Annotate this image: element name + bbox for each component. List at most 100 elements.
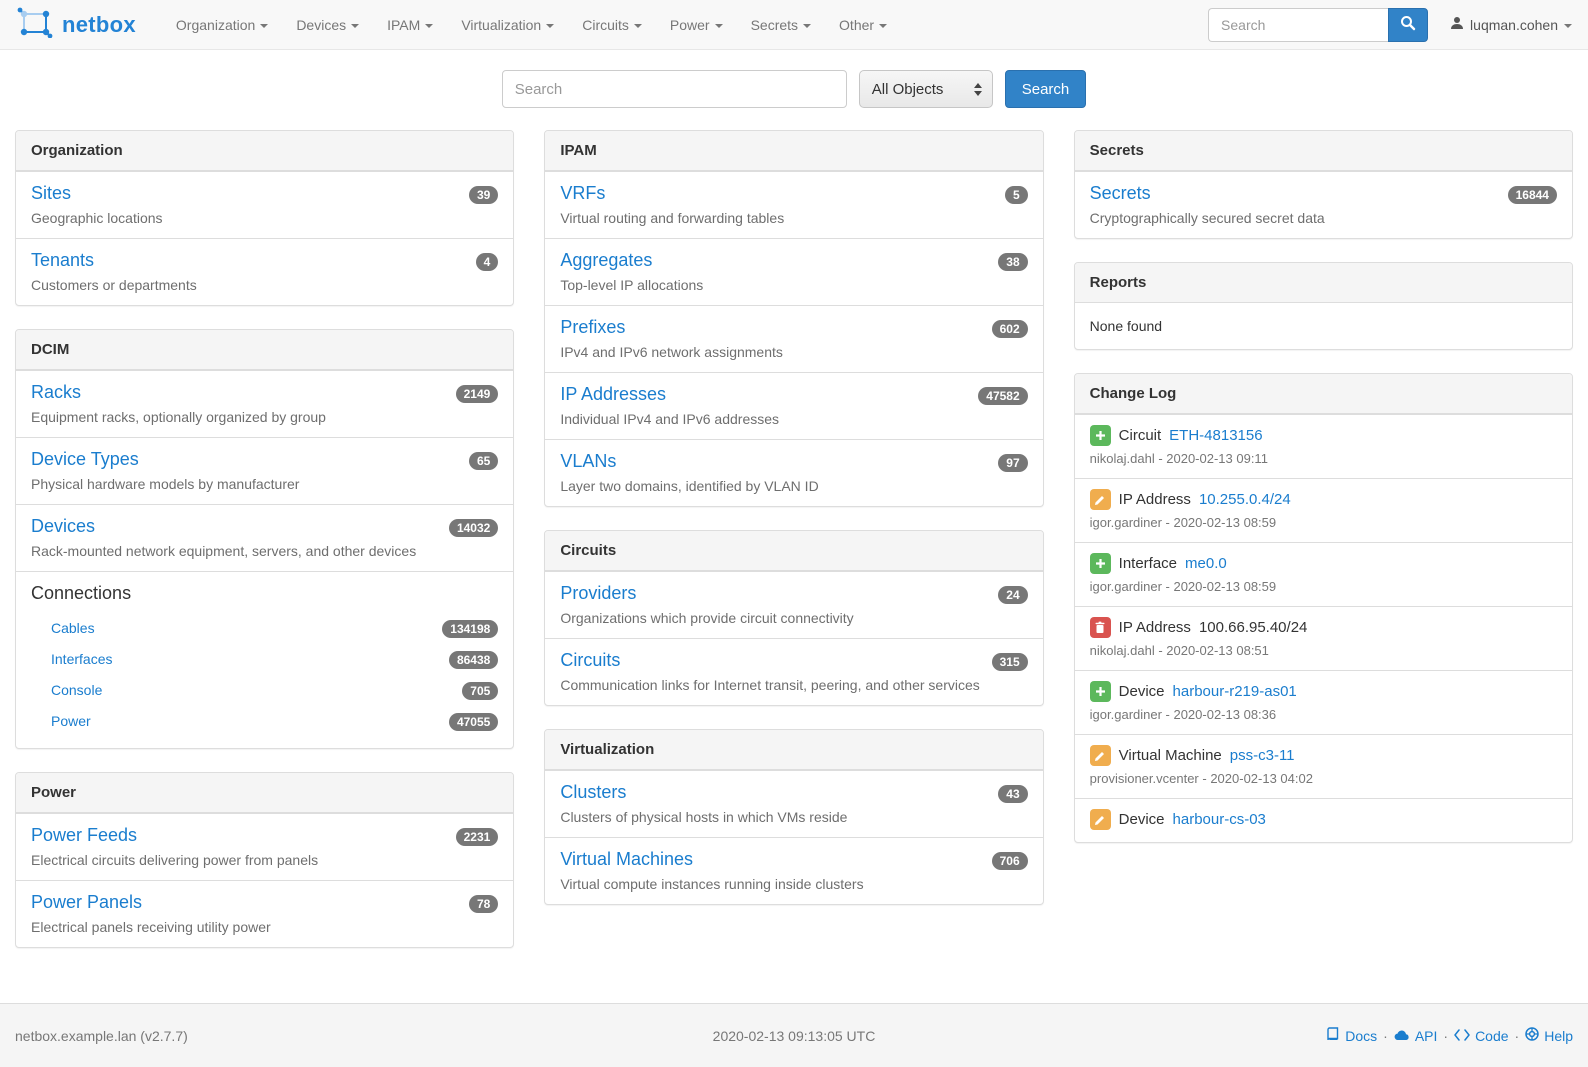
power-feeds-link[interactable]: Power Feeds bbox=[31, 825, 138, 845]
netbox-brand[interactable]: netbox bbox=[16, 6, 136, 43]
navbar-search-button[interactable] bbox=[1388, 7, 1429, 42]
list-item-device-types: Device Types 65 Physical hardware models… bbox=[16, 437, 514, 504]
count-badge: 2149 bbox=[455, 385, 499, 403]
count-badge: 706 bbox=[991, 852, 1028, 870]
count-badge: 65 bbox=[468, 452, 499, 470]
vlans-link[interactable]: VLANs bbox=[560, 451, 617, 471]
changelog-object-link[interactable]: harbour-cs-03 bbox=[1172, 811, 1266, 828]
count-badge: 97 bbox=[998, 454, 1028, 472]
navbar-search-group bbox=[1208, 7, 1429, 42]
panel-circuits: Circuits Providers 24 Organizations whic… bbox=[544, 530, 1044, 706]
interfaces-link[interactable]: Interfaces bbox=[51, 650, 113, 667]
nav-menu-circuits[interactable]: Circuits bbox=[568, 0, 656, 50]
global-search-button[interactable]: Search bbox=[1004, 70, 1087, 108]
clusters-link[interactable]: Clusters bbox=[560, 782, 627, 802]
docs-link[interactable]: Docs bbox=[1326, 1027, 1377, 1044]
edit-icon bbox=[1089, 489, 1111, 510]
user-menu[interactable]: luqman.cohen bbox=[1450, 16, 1572, 33]
connection-row-console: Console 705 bbox=[31, 674, 499, 705]
aggregates-link[interactable]: Aggregates bbox=[560, 250, 653, 270]
count-badge: 4 bbox=[475, 253, 499, 271]
footer-separator: · bbox=[1514, 1027, 1520, 1044]
devices-link[interactable]: Devices bbox=[31, 516, 96, 536]
count-badge: 16844 bbox=[1507, 186, 1557, 204]
navbar-search-input[interactable] bbox=[1208, 7, 1389, 42]
item-description: Electrical panels receiving utility powe… bbox=[31, 919, 271, 935]
connections-title: Connections bbox=[31, 583, 132, 603]
item-description: Equipment racks, optionally organized by… bbox=[31, 409, 326, 425]
power-connections-link[interactable]: Power bbox=[51, 712, 91, 729]
cloud-icon bbox=[1394, 1028, 1410, 1044]
column-right: Secrets Secrets 16844 Cryptographically … bbox=[1073, 130, 1573, 866]
changelog-object-deleted: 100.66.95.40/24 bbox=[1198, 619, 1308, 636]
nav-menu-secrets[interactable]: Secrets bbox=[737, 0, 825, 50]
main-content: All Objects Search Organization Sites 39… bbox=[0, 50, 1588, 971]
connection-row-interfaces: Interfaces 86438 bbox=[31, 643, 499, 674]
count-badge: 315 bbox=[991, 653, 1028, 671]
changelog-entry: Circuit ETH-4813156 nikolaj.dahl - 2020-… bbox=[1074, 414, 1572, 478]
virtual-machines-link[interactable]: Virtual Machines bbox=[560, 849, 694, 869]
life-ring-icon bbox=[1525, 1027, 1539, 1044]
nav-menu-label: Devices bbox=[296, 16, 347, 33]
nav-menu-virtualization[interactable]: Virtualization bbox=[447, 0, 568, 50]
ip-addresses-link[interactable]: IP Addresses bbox=[560, 384, 667, 404]
vrfs-link[interactable]: VRFs bbox=[560, 183, 606, 203]
search-scope-select[interactable]: All Objects bbox=[858, 70, 993, 108]
item-description: Communication links for Internet transit… bbox=[560, 677, 980, 693]
top-navbar: netbox Organization Devices IPAM Virtual… bbox=[0, 0, 1588, 50]
count-badge: 134198 bbox=[442, 620, 499, 638]
changelog-object-link[interactable]: harbour-r219-as01 bbox=[1172, 683, 1297, 700]
nav-menu-other[interactable]: Other bbox=[825, 0, 901, 50]
list-item-prefixes: Prefixes 602 IPv4 and IPv6 network assig… bbox=[545, 305, 1043, 372]
item-description: Virtual compute instances running inside… bbox=[560, 876, 864, 892]
create-icon bbox=[1089, 425, 1111, 446]
changelog-object-link[interactable]: ETH-4813156 bbox=[1169, 427, 1263, 444]
power-panels-link[interactable]: Power Panels bbox=[31, 892, 143, 912]
nav-menu-ipam[interactable]: IPAM bbox=[373, 0, 447, 50]
item-description: Virtual routing and forwarding tables bbox=[560, 210, 785, 226]
list-item-racks: Racks 2149 Equipment racks, optionally o… bbox=[16, 370, 514, 437]
help-link[interactable]: Help bbox=[1525, 1027, 1573, 1044]
list-item-power-feeds: Power Feeds 2231 Electrical circuits del… bbox=[16, 813, 514, 880]
sites-link[interactable]: Sites bbox=[31, 183, 72, 203]
footer-separator: · bbox=[1443, 1027, 1449, 1044]
nav-menu-organization[interactable]: Organization bbox=[162, 0, 282, 50]
item-description: Rack-mounted network equipment, servers,… bbox=[31, 543, 417, 559]
count-badge: 47055 bbox=[448, 713, 499, 731]
tenants-link[interactable]: Tenants bbox=[31, 250, 95, 270]
providers-link[interactable]: Providers bbox=[560, 583, 637, 603]
nav-menu-label: Virtualization bbox=[461, 16, 542, 33]
count-badge: 38 bbox=[998, 253, 1028, 271]
code-icon bbox=[1454, 1028, 1470, 1044]
device-types-link[interactable]: Device Types bbox=[31, 449, 139, 469]
api-link[interactable]: API bbox=[1394, 1027, 1438, 1044]
cables-link[interactable]: Cables bbox=[51, 619, 95, 636]
changelog-meta: igor.gardiner - 2020-02-13 08:36 bbox=[1089, 707, 1277, 722]
panel-secrets: Secrets Secrets 16844 Cryptographically … bbox=[1073, 130, 1573, 239]
panel-power: Power Power Feeds 2231 Electrical circui… bbox=[15, 772, 515, 948]
code-link[interactable]: Code bbox=[1454, 1028, 1509, 1044]
nav-menu-devices[interactable]: Devices bbox=[282, 0, 373, 50]
secrets-link[interactable]: Secrets bbox=[1089, 183, 1151, 203]
changelog-entry: Virtual Machine pss-c3-11 provisioner.vc… bbox=[1074, 734, 1572, 798]
changelog-entry: Interface me0.0 igor.gardiner - 2020-02-… bbox=[1074, 542, 1572, 606]
panel-title: Organization bbox=[16, 131, 514, 171]
changelog-object-link[interactable]: 10.255.0.4/24 bbox=[1198, 491, 1291, 508]
page-footer: 2020-02-13 09:13:05 UTC netbox.example.l… bbox=[0, 1003, 1588, 1067]
footer-link-label: API bbox=[1414, 1027, 1438, 1044]
racks-link[interactable]: Racks bbox=[31, 382, 82, 402]
changelog-object-link[interactable]: me0.0 bbox=[1185, 555, 1227, 572]
item-description: Top-level IP allocations bbox=[560, 277, 704, 293]
changelog-object-link[interactable]: pss-c3-11 bbox=[1229, 747, 1295, 764]
nav-menus: Organization Devices IPAM Virtualization… bbox=[162, 0, 901, 50]
count-badge: 602 bbox=[991, 320, 1028, 338]
list-item-sites: Sites 39 Geographic locations bbox=[16, 171, 514, 238]
nav-menu-power[interactable]: Power bbox=[656, 0, 737, 50]
connections-block: Connections Cables 134198 Interfaces 864… bbox=[16, 571, 514, 748]
prefixes-link[interactable]: Prefixes bbox=[560, 317, 626, 337]
book-icon bbox=[1326, 1027, 1340, 1044]
console-link[interactable]: Console bbox=[51, 681, 103, 698]
circuits-link[interactable]: Circuits bbox=[560, 650, 621, 670]
global-search-input[interactable] bbox=[501, 70, 847, 108]
count-badge: 47582 bbox=[978, 387, 1028, 405]
